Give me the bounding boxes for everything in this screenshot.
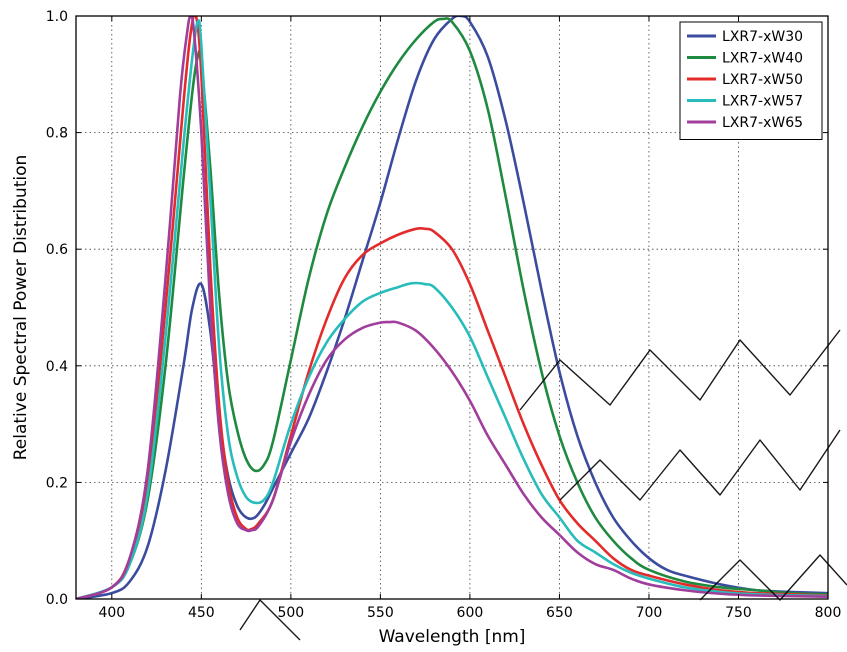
legend-label: LXR7-xW40 — [722, 51, 803, 67]
y-tick-label: 0.4 — [46, 359, 68, 375]
series-line-lxr7-xw57 — [76, 19, 828, 599]
y-tick-label: 0.0 — [46, 592, 68, 608]
y-tick-label: 0.8 — [46, 126, 68, 142]
x-tick-label: 750 — [725, 605, 752, 621]
y-axis-label: Relative Spectral Power Distribution — [11, 155, 31, 461]
series-line-lxr7-xw40 — [76, 17, 828, 599]
y-tick-label: 1.0 — [46, 9, 68, 25]
series-line-lxr7-xw30 — [76, 16, 828, 599]
x-tick-label: 700 — [636, 605, 663, 621]
legend-label: LXR7-xW30 — [722, 29, 803, 45]
legend-label: LXR7-xW50 — [722, 72, 803, 88]
x-tick-label: 500 — [277, 605, 304, 621]
plot-frame — [75, 15, 829, 600]
y-tick-label: 0.2 — [46, 475, 68, 491]
watermark — [239, 329, 847, 641]
tick-labels: 400 450 500 550 600 650 700 750 800 0.0 0.2 0.4 0.6 0… — [46, 9, 842, 621]
legend-box — [679, 21, 823, 140]
x-tick-label: 800 — [815, 605, 842, 621]
series-line-lxr7-xw50 — [76, 16, 828, 599]
x-tick-label: 650 — [546, 605, 573, 621]
x-axis-label: Wavelength [nm] — [379, 627, 526, 647]
x-tick-label: 450 — [188, 605, 215, 621]
plot-area — [76, 16, 828, 599]
legend-label: LXR7-xW65 — [722, 115, 803, 131]
x-tick-label: 550 — [367, 605, 394, 621]
y-tick-label: 0.6 — [46, 242, 68, 258]
legend-label: LXR7-xW57 — [722, 94, 803, 110]
x-tick-label: 400 — [98, 605, 125, 621]
series-line-lxr7-xw65 — [76, 16, 828, 599]
legend: LXR7-xW30 LXR7-xW40 LXR7-xW50 LXR7-xW57 LXR7… — [679, 21, 823, 140]
x-tick-label: 600 — [457, 605, 484, 621]
